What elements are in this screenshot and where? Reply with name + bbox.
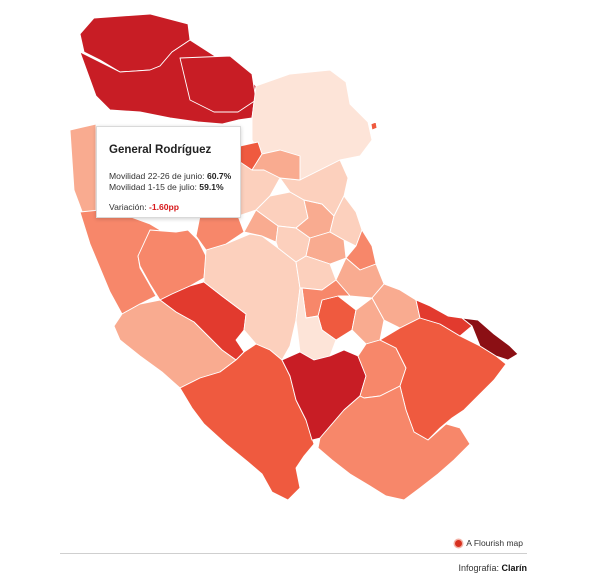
credit-source: Clarín xyxy=(501,563,527,573)
tooltip-line1-value: 60.7% xyxy=(206,171,232,181)
tooltip-variation: Variación: -1.60pp xyxy=(109,202,179,212)
tooltip-line2-value: 59.1% xyxy=(199,182,224,192)
flourish-link[interactable]: A Flourish map xyxy=(455,538,523,548)
footer-divider xyxy=(60,553,527,554)
region-island[interactable] xyxy=(370,121,378,131)
region-lujan[interactable] xyxy=(79,209,161,315)
region-nw-dark-3[interactable] xyxy=(179,55,257,113)
tooltip-variation-value: -1.60pp xyxy=(148,202,180,212)
tooltip-line-1: Movilidad 22-26 de junio: 60.7% xyxy=(109,171,231,181)
flourish-logo-icon xyxy=(455,539,463,547)
tooltip-line1-label: Movilidad 22-26 de junio: xyxy=(109,171,207,181)
region-darkest[interactable] xyxy=(461,317,519,361)
credit-label: Infografía: xyxy=(458,563,502,573)
tooltip-title: General Rodríguez xyxy=(109,144,212,156)
tooltip-card: General Rodríguez Movilidad 22-26 de jun… xyxy=(96,126,241,218)
region-w-light[interactable] xyxy=(69,123,97,223)
tooltip-line2-label: Movilidad 1-15 de julio: xyxy=(109,182,200,192)
region-s-medium[interactable] xyxy=(179,343,315,501)
tooltip-variation-label: Variación: xyxy=(109,202,149,212)
flourish-label: A Flourish map xyxy=(466,538,523,548)
region-north-small[interactable] xyxy=(251,149,301,181)
tooltip-line-2: Movilidad 1-15 de julio: 59.1% xyxy=(109,182,224,192)
region-far-se[interactable] xyxy=(317,385,471,501)
region-urban-j[interactable] xyxy=(335,257,385,299)
credit-line: Infografía: Clarín xyxy=(458,563,527,573)
